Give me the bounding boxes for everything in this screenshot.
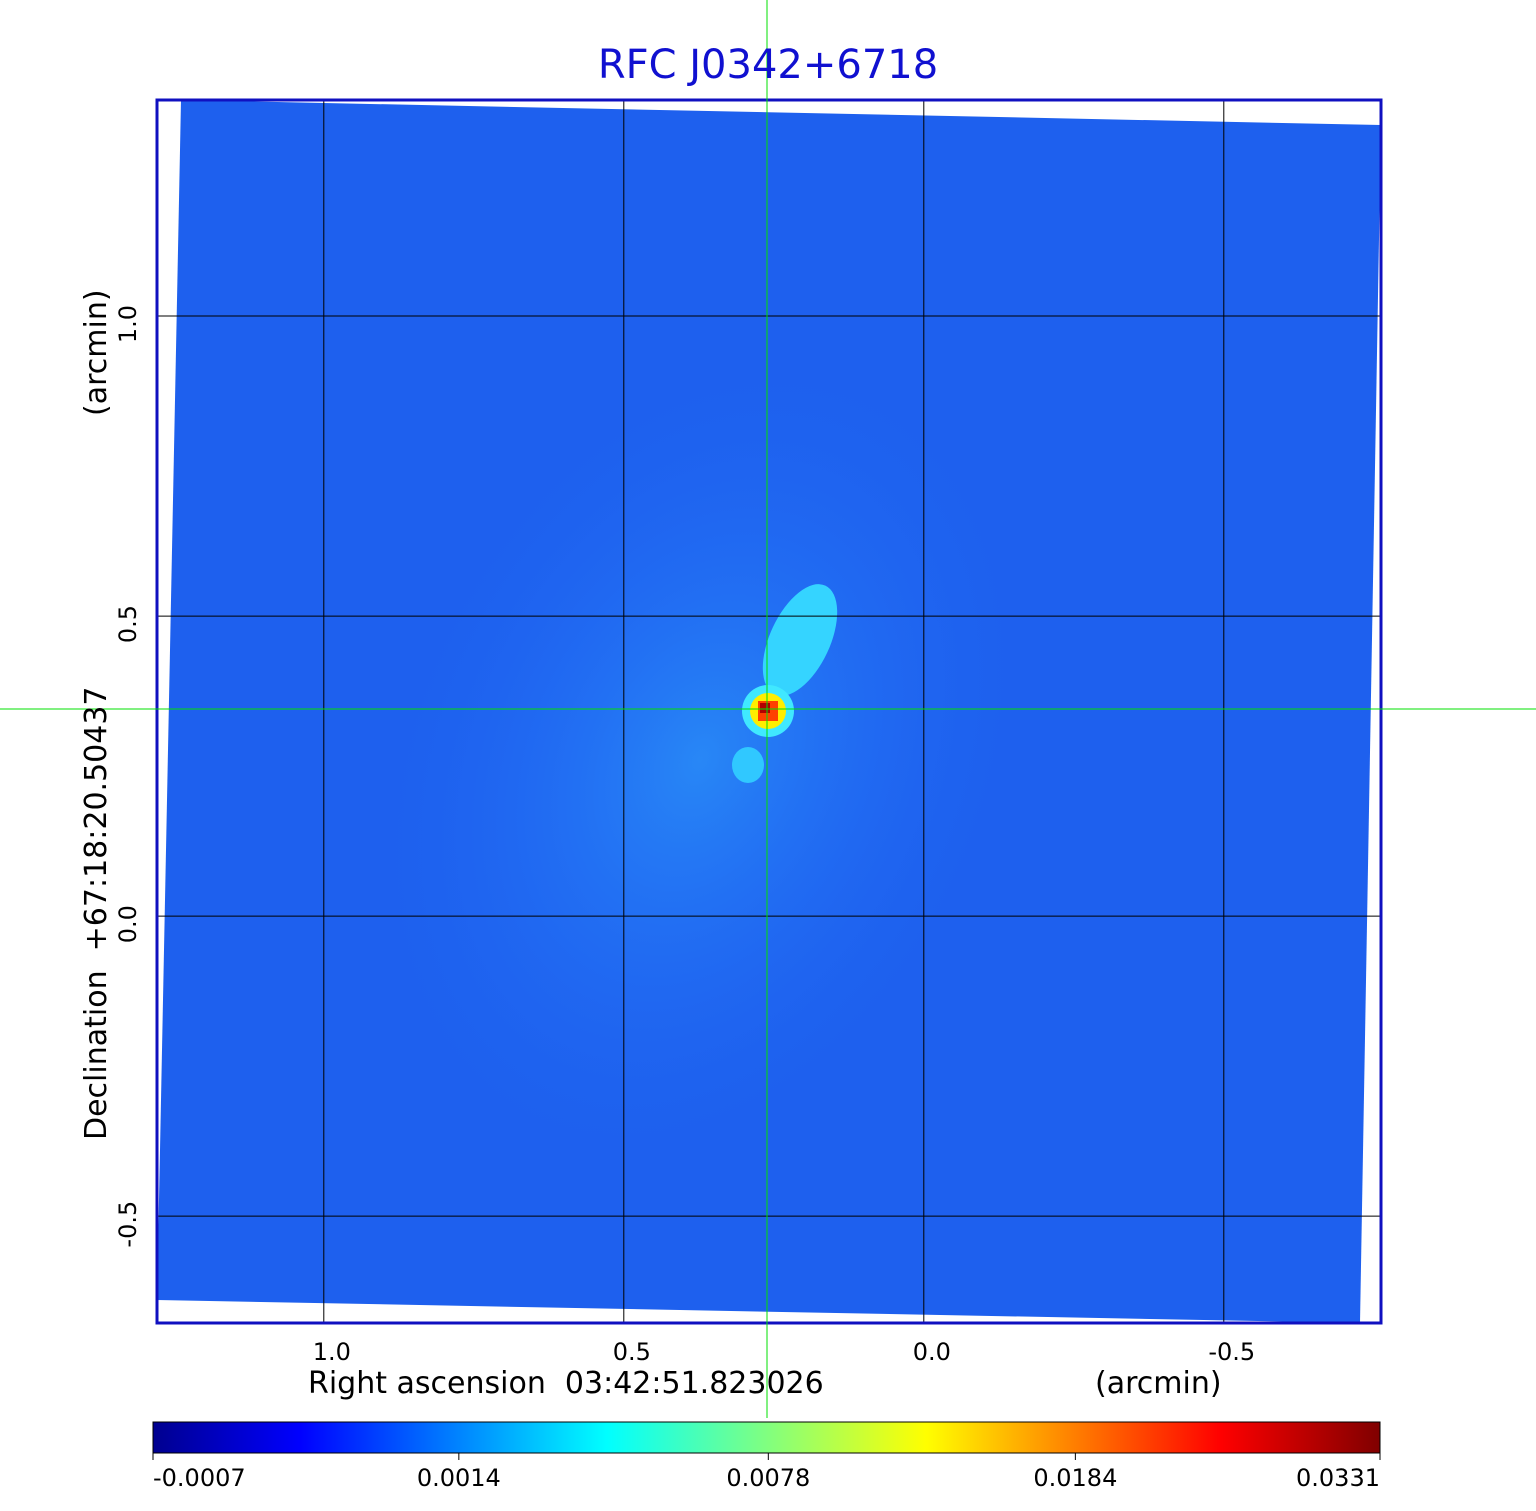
- y-axis-unit: (arcmin): [79, 289, 114, 416]
- colorbar-tick-label: 0.0184: [1033, 1464, 1117, 1492]
- colorbar-tick-label: 0.0014: [417, 1464, 501, 1492]
- x-axis-label: Right ascension 03:42:51.823026: [308, 1366, 824, 1401]
- colorbar-tick-label: 0.0331: [1296, 1464, 1380, 1492]
- colorbar-tick-label: -0.0007: [153, 1464, 246, 1492]
- y-tick-label: 0.5: [114, 605, 142, 643]
- x-tick-label: 0.0: [913, 1338, 951, 1366]
- plot-frame: [155, 98, 1383, 1325]
- x-tick-label: -0.5: [1208, 1338, 1255, 1366]
- colorbar-tick-label: 0.0078: [726, 1464, 810, 1492]
- y-axis-label: Declination +67:18:20.50437: [79, 686, 114, 1140]
- chart-title: RFC J0342+6718: [598, 42, 938, 88]
- y-tick-label: 1.0: [114, 305, 142, 343]
- colorbar: [152, 1421, 1381, 1454]
- x-tick-label: 0.5: [613, 1338, 651, 1366]
- sky-image: [157, 100, 1381, 1323]
- x-axis-unit: (arcmin): [1095, 1366, 1222, 1401]
- y-tick-label: 0.0: [114, 905, 142, 943]
- x-tick-label: 1.0: [313, 1338, 351, 1366]
- y-tick-label: -0.5: [114, 1201, 142, 1248]
- grid: [157, 100, 1381, 1323]
